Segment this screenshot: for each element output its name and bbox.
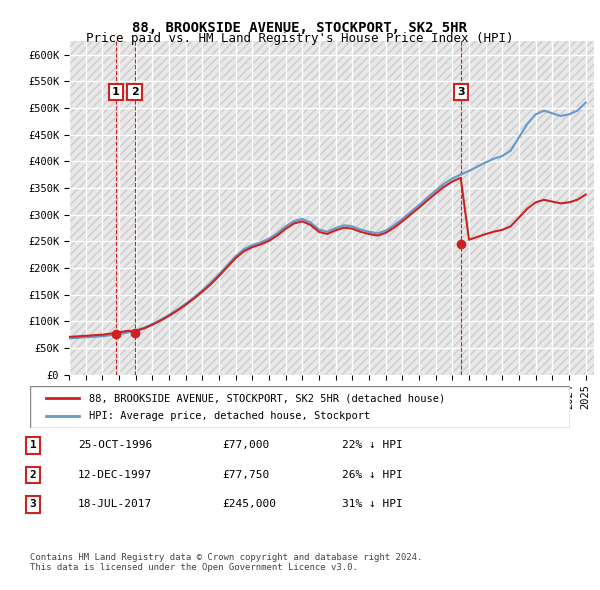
Text: £77,750: £77,750 [222, 470, 269, 480]
Text: Price paid vs. HM Land Registry's House Price Index (HPI): Price paid vs. HM Land Registry's House … [86, 32, 514, 45]
Text: 18-JUL-2017: 18-JUL-2017 [78, 500, 152, 509]
Text: 1: 1 [112, 87, 120, 97]
Text: HPI: Average price, detached house, Stockport: HPI: Average price, detached house, Stoc… [89, 411, 371, 421]
Text: 3: 3 [29, 500, 37, 509]
Text: 88, BROOKSIDE AVENUE, STOCKPORT, SK2 5HR: 88, BROOKSIDE AVENUE, STOCKPORT, SK2 5HR [133, 21, 467, 35]
Text: 3: 3 [458, 87, 465, 97]
Text: £77,000: £77,000 [222, 441, 269, 450]
Text: 2: 2 [29, 470, 37, 480]
Text: 25-OCT-1996: 25-OCT-1996 [78, 441, 152, 450]
Text: 2: 2 [131, 87, 139, 97]
Text: 26% ↓ HPI: 26% ↓ HPI [342, 470, 403, 480]
Text: Contains HM Land Registry data © Crown copyright and database right 2024.
This d: Contains HM Land Registry data © Crown c… [30, 553, 422, 572]
Text: 1: 1 [29, 441, 37, 450]
Text: 12-DEC-1997: 12-DEC-1997 [78, 470, 152, 480]
Text: 31% ↓ HPI: 31% ↓ HPI [342, 500, 403, 509]
Text: £245,000: £245,000 [222, 500, 276, 509]
Text: 88, BROOKSIDE AVENUE, STOCKPORT, SK2 5HR (detached house): 88, BROOKSIDE AVENUE, STOCKPORT, SK2 5HR… [89, 393, 446, 403]
Text: 22% ↓ HPI: 22% ↓ HPI [342, 441, 403, 450]
FancyBboxPatch shape [30, 386, 570, 428]
